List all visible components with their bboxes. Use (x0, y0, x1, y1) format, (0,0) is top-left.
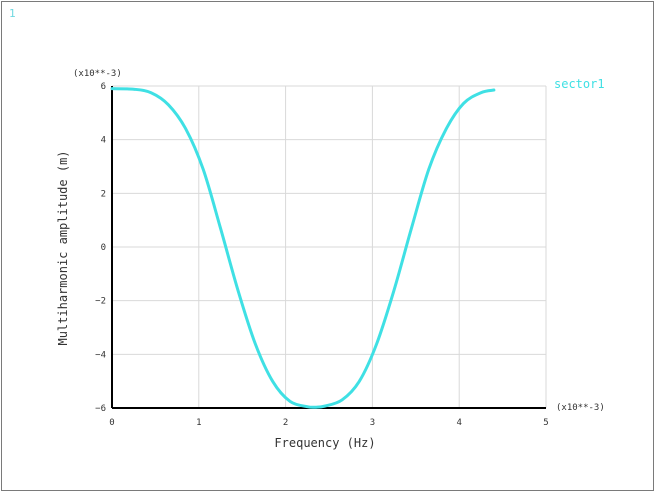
y-tick-label: −6 (95, 404, 106, 414)
x-tick-label: 5 (543, 418, 548, 428)
y-axis-multiplier: (x10**-3) (73, 69, 122, 79)
legend-entry-sector1: sector1 (554, 77, 605, 91)
x-axis-multiplier: (x10**-3) (556, 403, 605, 413)
grid (112, 85, 547, 408)
x-tick-label: 2 (283, 418, 288, 428)
y-tick-label: 4 (101, 136, 106, 146)
y-tick-label: 6 (101, 82, 106, 92)
x-axis-title: Frequency (Hz) (274, 436, 375, 450)
y-tick-label: 2 (101, 189, 106, 199)
x-tick-label: 4 (456, 418, 461, 428)
y-tick-label: −2 (95, 297, 106, 307)
series-layer (110, 87, 496, 409)
y-tick-label: −4 (95, 350, 106, 360)
window-number: 1 (9, 7, 16, 20)
axes (111, 86, 546, 409)
x-tick-label: 1 (196, 418, 201, 428)
y-tick-label: 0 (101, 243, 106, 253)
y-axis-title: Multiharmonic amplitude (m) (56, 150, 70, 345)
tick-labels: 0 1 2 3 4 5 −6 −4 −2 0 2 4 6 (95, 82, 549, 428)
series-line-sector1 (110, 87, 496, 409)
x-tick-label: 3 (370, 418, 375, 428)
x-tick-label: 0 (109, 418, 114, 428)
